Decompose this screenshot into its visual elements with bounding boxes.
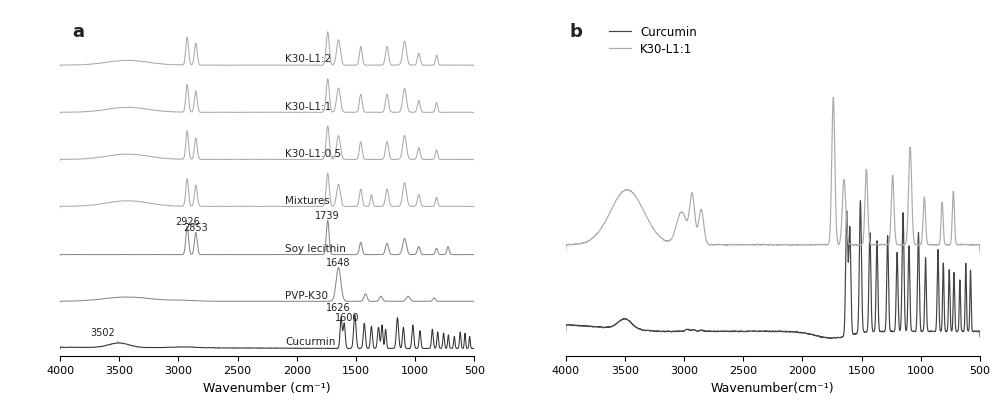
Curcumin [709,329,721,334]
Text: b: b [570,22,583,40]
K30-L1:1 [560,250,572,255]
K30-L1:1 [974,250,986,255]
K30-L1:1 [827,96,839,101]
Text: 3502: 3502 [90,328,119,343]
K30-L1:1 [942,243,954,247]
K30-L1:1 [646,225,658,229]
Text: a: a [72,22,84,40]
Text: 1739: 1739 [315,210,340,220]
Text: K30-L1:2: K30-L1:2 [285,54,331,64]
Curcumin [942,311,954,316]
Curcumin [755,329,767,334]
Curcumin [646,328,658,333]
Line: Curcumin: Curcumin [566,201,980,339]
Curcumin [560,330,572,335]
K30-L1:1 [709,243,721,247]
Text: K30-L1:1: K30-L1:1 [285,101,331,111]
K30-L1:1 [755,243,767,247]
K30-L1:1 [805,243,817,248]
Text: Soy lecithin: Soy lecithin [285,243,346,253]
Text: 2926: 2926 [175,216,200,227]
Text: 2853: 2853 [183,222,208,232]
Curcumin [974,335,986,339]
Text: Cucurmin: Cucurmin [285,337,335,347]
X-axis label: Wavenumber(cm⁻¹): Wavenumber(cm⁻¹) [711,381,835,394]
X-axis label: Wavenumber (cm⁻¹): Wavenumber (cm⁻¹) [203,381,331,394]
K30-L1:1 [823,240,835,245]
Text: Mixtures: Mixtures [285,196,330,205]
Curcumin [805,332,817,337]
Text: 1648: 1648 [326,257,351,267]
Text: K30-L1:0.5: K30-L1:0.5 [285,148,341,158]
Text: 1626: 1626 [326,303,350,312]
Curcumin [854,199,866,204]
Legend: Curcumin, K30-L1:1: Curcumin, K30-L1:1 [605,22,702,61]
Line: K30-L1:1: K30-L1:1 [566,98,980,253]
Curcumin [825,336,837,341]
Text: 1600: 1600 [335,312,360,322]
Curcumin [823,335,835,340]
Text: PVP-K30: PVP-K30 [285,290,328,300]
